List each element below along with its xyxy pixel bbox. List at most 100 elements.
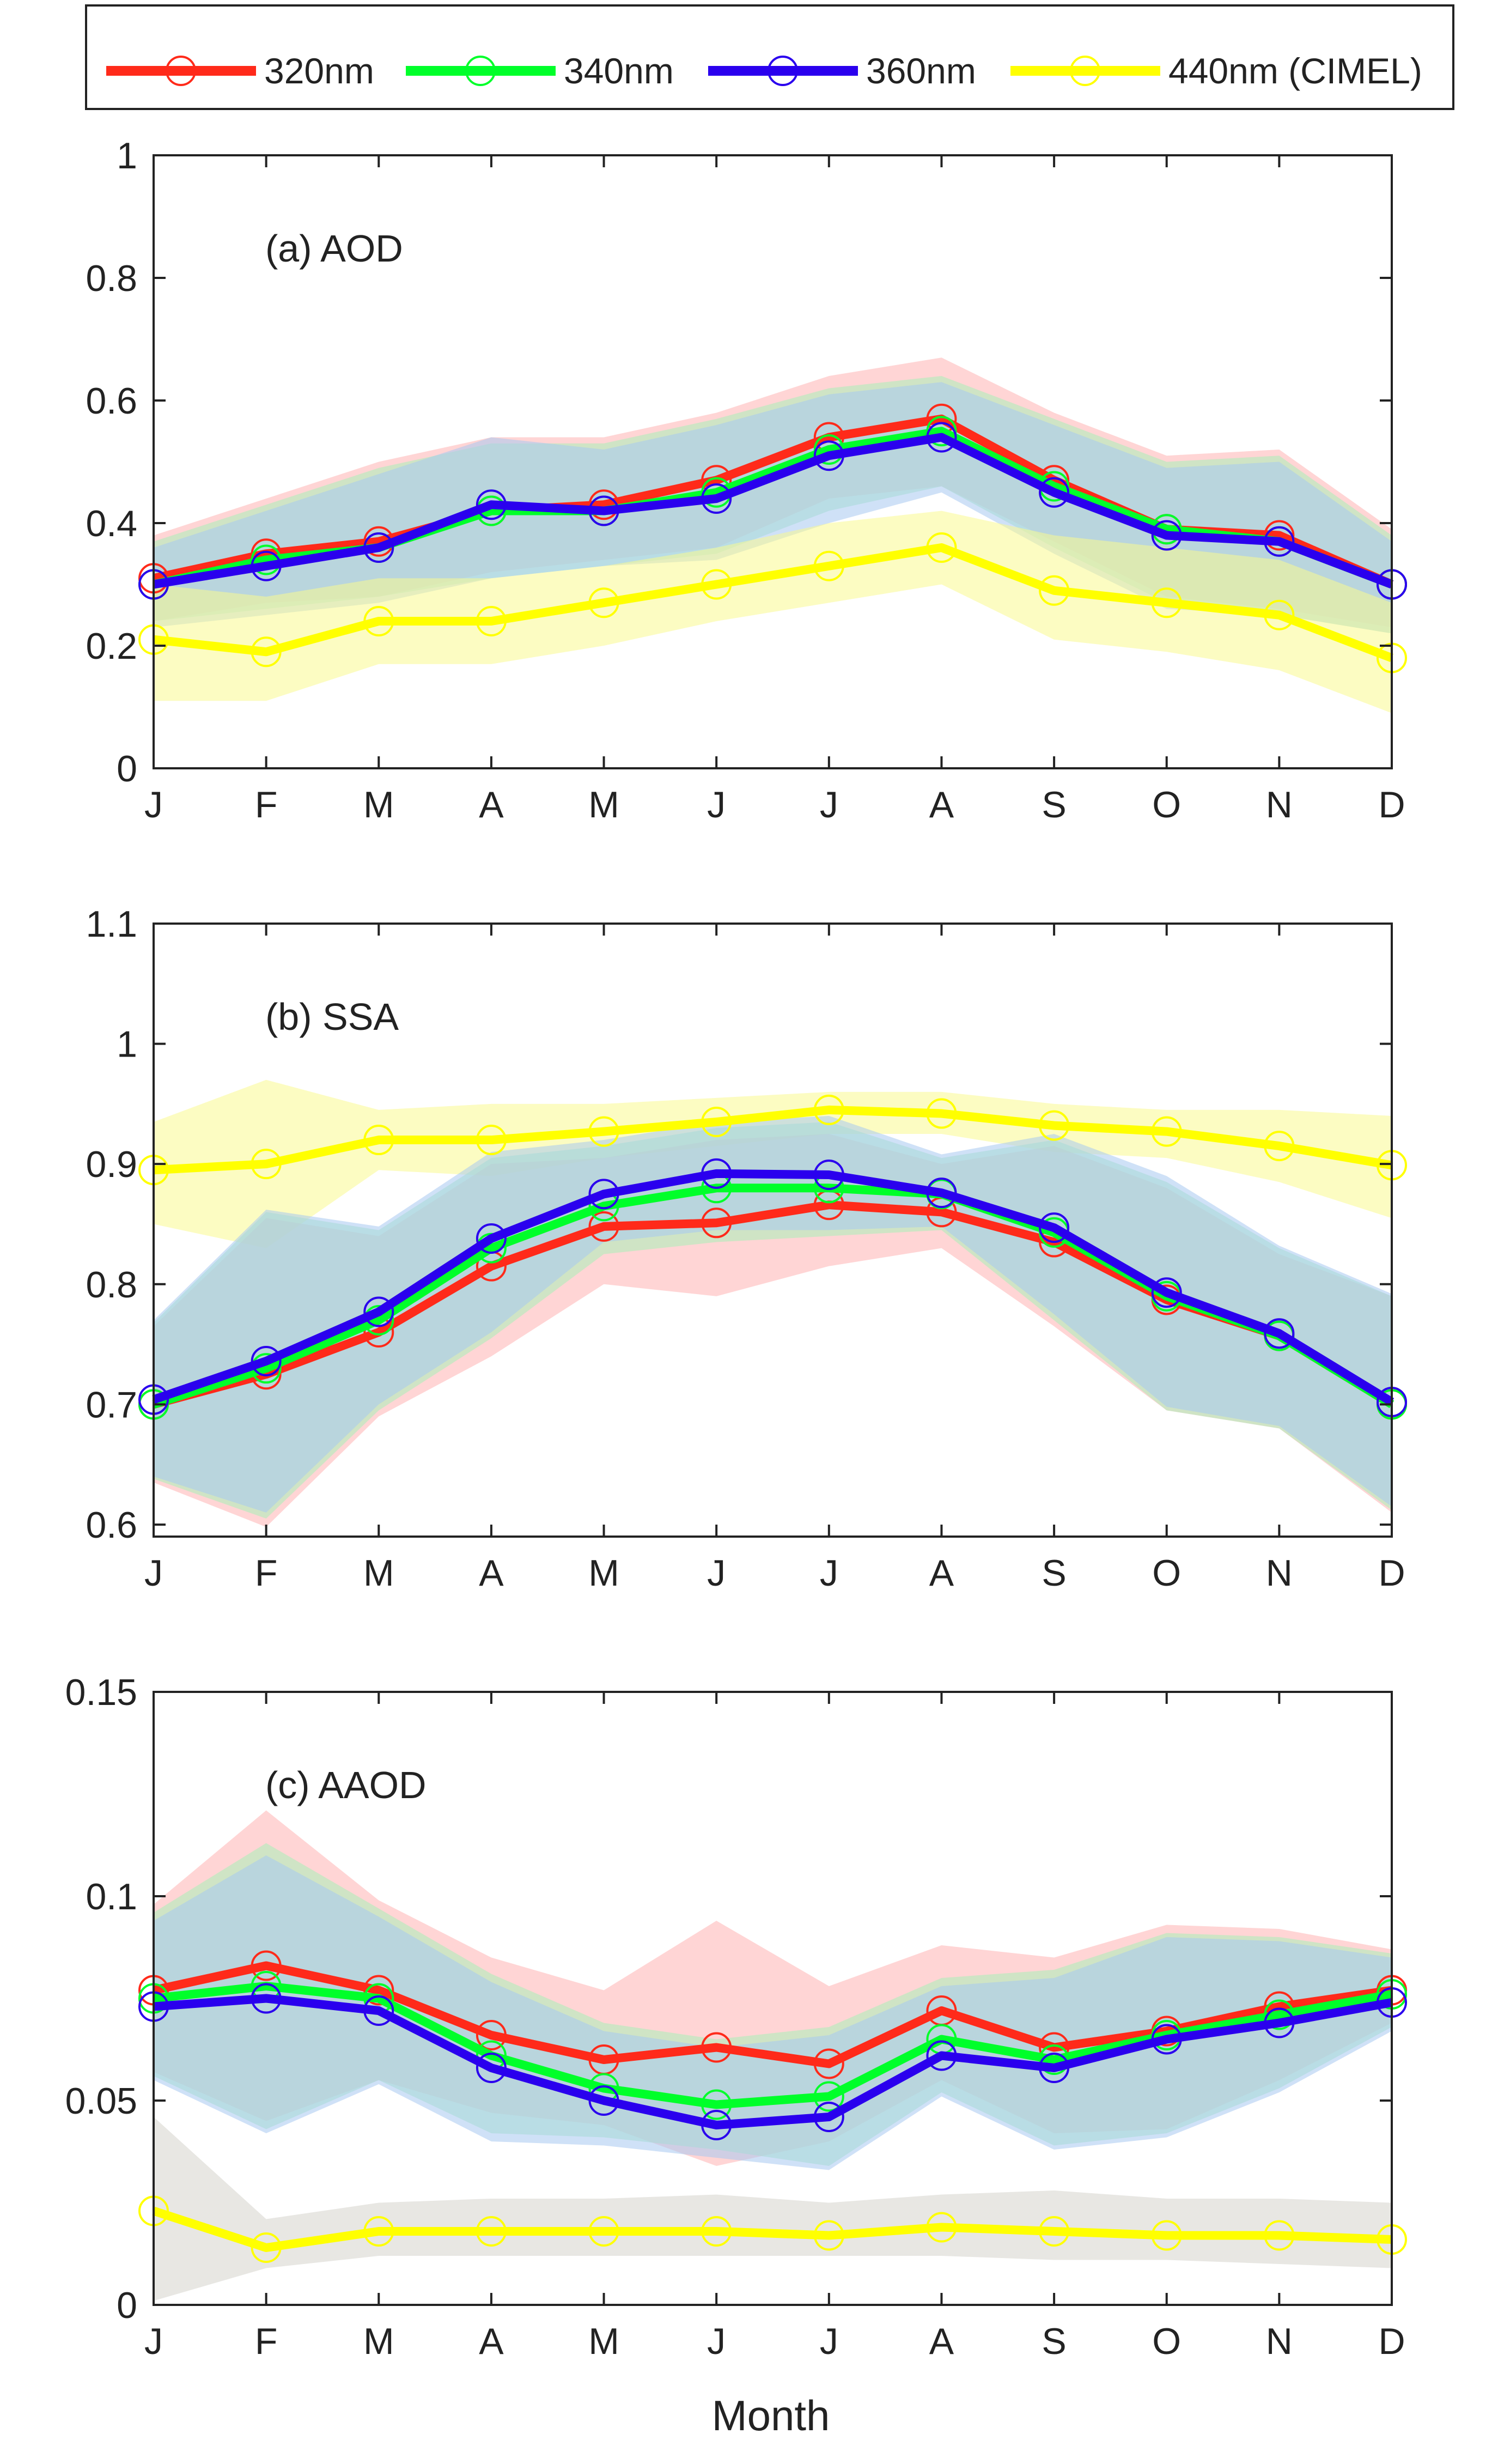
ytick-label-aod-1: 0.2 <box>86 626 137 667</box>
point-aaod-0-7 <box>926 2212 957 2243</box>
point-aod-2-1 <box>251 550 282 581</box>
point-aaod-2-6 <box>813 2081 844 2112</box>
point-aaod-3-3 <box>476 2053 507 2083</box>
ytick-label-ssa-5: 1.1 <box>86 903 137 945</box>
xtick-label-ssa-9: O <box>1152 1552 1181 1594</box>
point-aaod-0-8 <box>1039 2216 1070 2247</box>
legend-marker-440nm <box>1070 56 1100 86</box>
point-ssa-0-4 <box>588 1116 619 1147</box>
point-ssa-3-4 <box>588 1179 619 1210</box>
xtick-label-aod-6: J <box>820 784 838 826</box>
point-aod-1-7 <box>926 416 957 447</box>
xtick-label-aod-8: S <box>1042 784 1066 826</box>
point-ssa-0-10 <box>1264 1131 1295 1162</box>
ytick-label-aaod-1: 0.05 <box>65 2080 137 2122</box>
legend-entry-320nm: 320nm <box>106 51 374 91</box>
xtick-label-aod-10: N <box>1266 784 1293 826</box>
xtick-label-aaod-11: D <box>1378 2321 1405 2362</box>
series-line-aaod-0 <box>152 2206 1392 2252</box>
ytick-label-ssa-2: 0.8 <box>86 1264 137 1306</box>
series-line-aaod-1 <box>153 1961 1393 2068</box>
legend-label-320nm: 320nm <box>264 51 374 91</box>
legend-box <box>85 4 1454 110</box>
xtick-label-ssa-2: M <box>363 1552 394 1594</box>
xtick-label-aod-1: F <box>255 784 278 826</box>
xtick-label-aaod-10: N <box>1266 2321 1293 2362</box>
point-aaod-2-8 <box>1039 2044 1070 2075</box>
legend-label-360nm: 360nm <box>866 51 976 91</box>
xtick-label-aaod-3: A <box>479 2321 504 2362</box>
point-aod-3-6 <box>813 550 844 581</box>
point-aaod-0-5 <box>701 2216 732 2247</box>
xtick-label-ssa-8: S <box>1042 1552 1066 1594</box>
point-aod-3-1 <box>251 636 282 667</box>
point-aod-2-6 <box>813 440 844 471</box>
series-line-aod-2 <box>153 433 1393 589</box>
xtick-label-aaod-1: F <box>255 2321 278 2362</box>
axes-frame-aaod <box>153 1691 1393 2306</box>
xtick-label-ssa-7: A <box>929 1552 954 1594</box>
ytick-label-aaod-2: 0.1 <box>86 1876 137 1917</box>
point-aaod-0-9 <box>1151 2220 1182 2251</box>
point-aaod-2-5 <box>701 2089 732 2120</box>
series-line-aaod-3 <box>153 1994 1393 2129</box>
point-ssa-1-5 <box>701 1207 732 1239</box>
xtick-label-aod-0: J <box>144 784 163 826</box>
point-ssa-3-2 <box>363 1296 394 1327</box>
point-aod-3-9 <box>1151 587 1182 618</box>
point-aaod-3-2 <box>363 1995 394 2026</box>
point-aaod-1-3 <box>476 2020 507 2050</box>
point-ssa-0-8 <box>1039 1110 1070 1141</box>
ytick-label-ssa-1: 0.7 <box>86 1384 137 1425</box>
point-ssa-3-7 <box>926 1178 957 1209</box>
point-aod-3-8 <box>1039 575 1070 606</box>
xtick-label-ssa-3: A <box>479 1552 504 1594</box>
point-aaod-0-3 <box>476 2216 507 2247</box>
x-axis-title: Month <box>712 2392 830 2439</box>
xtick-label-aaod-2: M <box>363 2321 394 2362</box>
point-aaod-3-6 <box>813 2102 844 2132</box>
point-ssa-3-1 <box>251 1345 282 1376</box>
panel-title-ssa: (b) SSA <box>265 996 399 1038</box>
xtick-label-aod-3: A <box>479 784 504 826</box>
xtick-label-ssa-5: J <box>707 1552 726 1594</box>
ytick-label-aaod-3: 0.15 <box>65 1672 137 1713</box>
point-aaod-3-8 <box>1039 2053 1070 2083</box>
series-line-ssa-3 <box>152 1169 1394 1406</box>
point-aaod-3-1 <box>251 1983 282 2014</box>
ytick-label-ssa-0: 0.6 <box>86 1504 137 1546</box>
legend-marker-360nm <box>768 56 798 86</box>
point-aaod-1-2 <box>363 1975 394 2006</box>
panel-ssa: 0.6 0.7 0.8 0.9 1 1.1 J F M A M J J A S O N D (b) SSA <box>86 903 1407 1594</box>
point-ssa-0-6 <box>813 1094 844 1125</box>
point-aod-2-3 <box>476 489 507 520</box>
point-ssa-0-2 <box>363 1125 394 1156</box>
point-ssa-0-1 <box>251 1149 282 1180</box>
point-aaod-3-4 <box>588 2085 619 2116</box>
point-aod-3-5 <box>701 569 732 600</box>
point-aod-2-4 <box>588 495 619 526</box>
legend-entry-360nm: 360nm <box>708 51 976 91</box>
xtick-label-ssa-10: N <box>1266 1552 1293 1594</box>
xtick-label-aaod-4: M <box>588 2321 619 2362</box>
point-aod-2-5 <box>701 483 732 514</box>
xtick-label-ssa-4: M <box>588 1552 619 1594</box>
legend-label-440nm: 440nm (CIMEL) <box>1168 51 1422 91</box>
point-aod-3-7 <box>926 532 957 563</box>
point-ssa-3-6 <box>813 1160 844 1191</box>
point-aaod-3-5 <box>701 2110 732 2140</box>
point-aaod-3-9 <box>1151 2024 1182 2055</box>
series-line-aod-3 <box>153 543 1393 662</box>
point-aod-3-4 <box>588 587 619 618</box>
point-aaod-0-2 <box>363 2216 394 2247</box>
xtick-label-ssa-11: D <box>1378 1552 1405 1594</box>
point-aaod-2-10 <box>1264 1999 1295 2030</box>
point-aaod-3-7 <box>926 2040 957 2071</box>
series-line-aaod-2 <box>153 1982 1393 2109</box>
point-ssa-0-5 <box>701 1106 732 1137</box>
point-aaod-0-4 <box>588 2216 619 2247</box>
point-aod-3-3 <box>476 606 507 636</box>
xtick-label-ssa-6: J <box>820 1552 838 1594</box>
band-aaod-0 <box>154 2117 1392 2301</box>
